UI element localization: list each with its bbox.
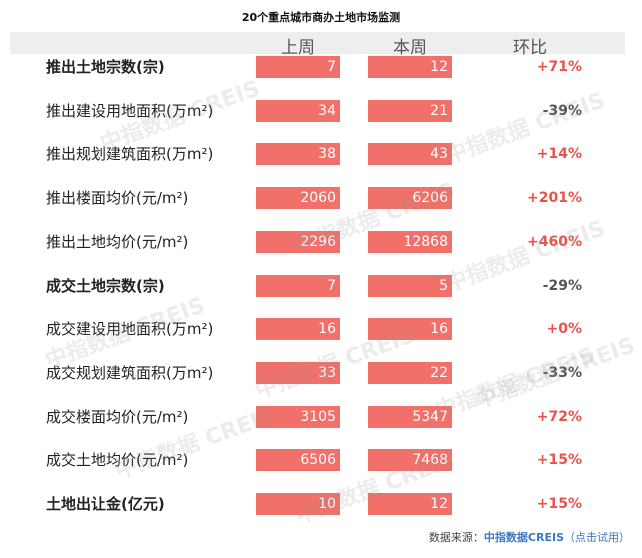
row-label: 成交建设用地面积(万m²)	[46, 320, 214, 338]
bar-last-week	[256, 493, 340, 515]
change-value: -29%	[542, 278, 582, 294]
bar-this-week	[368, 100, 452, 122]
bar-last-week	[256, 187, 340, 209]
change-value: -39%	[542, 103, 582, 119]
header-band	[10, 32, 625, 54]
column-header-change: 环比	[513, 38, 547, 58]
change-value: +71%	[536, 59, 582, 75]
bar-last-week	[256, 406, 340, 428]
change-value: +15%	[536, 452, 582, 468]
value-last-week: 7	[327, 278, 336, 294]
value-this-week: 16	[430, 321, 448, 337]
value-last-week: 2296	[300, 234, 336, 250]
value-last-week: 16	[318, 321, 336, 337]
column-header-last-week: 上周	[281, 38, 315, 58]
bar-this-week	[368, 449, 452, 471]
row-label: 推出土地均价(元/m²)	[46, 233, 189, 251]
bar-this-week	[368, 187, 452, 209]
value-last-week: 34	[318, 103, 336, 119]
value-this-week: 43	[430, 146, 448, 162]
value-this-week: 5	[439, 278, 448, 294]
change-value: +0%	[546, 321, 583, 337]
value-last-week: 7	[327, 59, 336, 75]
bar-this-week	[368, 231, 452, 253]
row-label: 成交土地均价(元/m²)	[46, 451, 189, 469]
bar-this-week	[368, 56, 452, 78]
change-value: -33%	[542, 365, 582, 381]
value-this-week: 5347	[412, 409, 448, 425]
row-label: 推出土地宗数(宗)	[46, 58, 165, 76]
value-this-week: 12868	[403, 234, 448, 250]
value-last-week: 38	[318, 146, 336, 162]
value-last-week: 33	[318, 365, 336, 381]
value-this-week: 12	[430, 496, 448, 512]
bar-last-week	[256, 56, 340, 78]
source-brand-link[interactable]: 中指数据CREIS	[483, 531, 564, 544]
change-value: +14%	[536, 146, 582, 162]
value-this-week: 22	[430, 365, 448, 381]
value-last-week: 6506	[300, 452, 336, 468]
value-this-week: 12	[430, 59, 448, 75]
bar-last-week	[256, 318, 340, 340]
bar-this-week	[368, 143, 452, 165]
change-value: +72%	[536, 409, 582, 425]
row-label: 成交规划建筑面积(万m²)	[46, 364, 214, 382]
bar-this-week	[368, 362, 452, 384]
change-value: +460%	[527, 234, 582, 250]
value-last-week: 3105	[300, 409, 336, 425]
value-this-week: 21	[430, 103, 448, 119]
row-label: 成交楼面均价(元/m²)	[46, 408, 189, 426]
value-this-week: 6206	[412, 190, 448, 206]
bar-last-week	[256, 449, 340, 471]
change-value: +201%	[527, 190, 582, 206]
row-label: 成交土地宗数(宗)	[46, 277, 165, 295]
source-trial-link[interactable]: （点击试用）	[564, 531, 630, 544]
bar-last-week	[256, 100, 340, 122]
bar-last-week	[256, 275, 340, 297]
bar-last-week	[256, 362, 340, 384]
bar-last-week	[256, 143, 340, 165]
bar-this-week	[368, 493, 452, 515]
bar-last-week	[256, 231, 340, 253]
source-prefix: 数据来源：	[428, 531, 484, 544]
value-this-week: 7468	[412, 452, 448, 468]
row-label: 推出建设用地面积(万m²)	[46, 102, 214, 120]
value-last-week: 2060	[300, 190, 336, 206]
data-source: 数据来源：中指数据CREIS（点击试用）	[429, 529, 630, 545]
chart-title: 20个重点城市商办土地市场监测	[241, 11, 401, 24]
bar-this-week	[368, 406, 452, 428]
row-label: 推出规划建筑面积(万m²)	[46, 145, 214, 163]
change-value: +15%	[536, 496, 582, 512]
row-label: 土地出让金(亿元)	[46, 495, 165, 513]
value-last-week: 10	[318, 496, 336, 512]
bar-this-week	[368, 275, 452, 297]
bar-this-week	[368, 318, 452, 340]
row-label: 推出楼面均价(元/m²)	[46, 189, 189, 207]
column-header-this-week: 本周	[393, 38, 427, 58]
